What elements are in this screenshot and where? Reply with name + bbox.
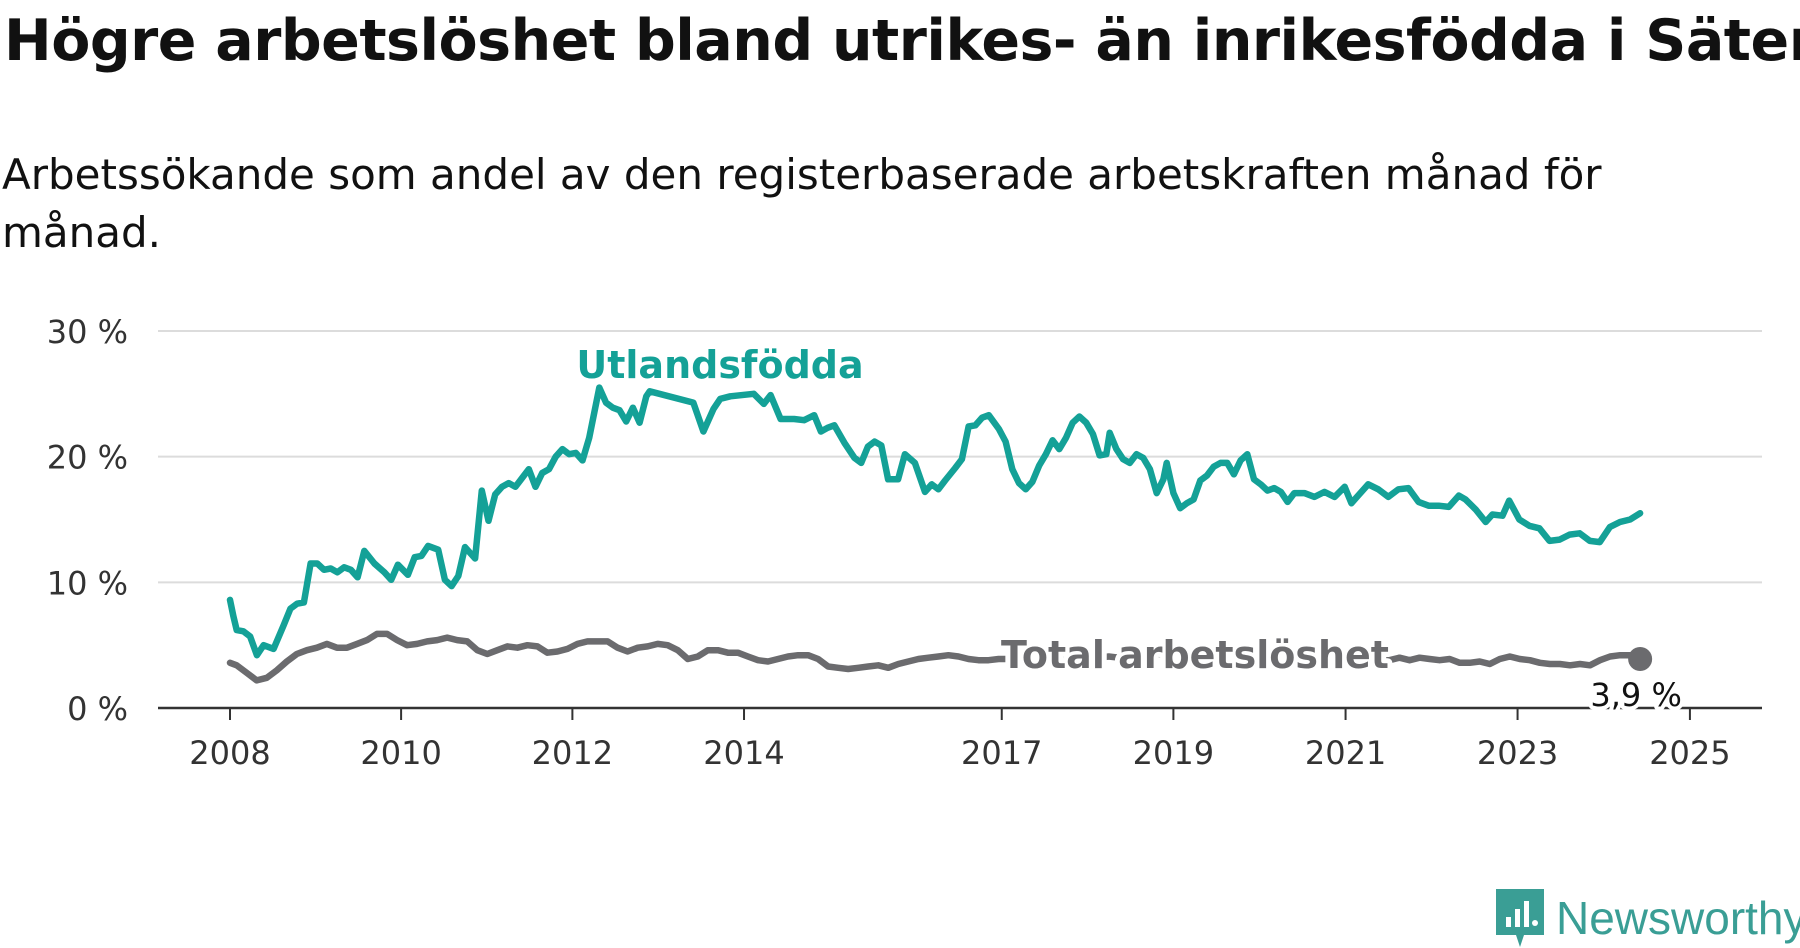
chart-subtitle: Arbetssökande som andel av den registerb…: [2, 150, 1602, 257]
brand-logo: Newsworthy: [1496, 888, 1800, 948]
x-axis: 2008 2010 2012 2014 2017 2019 2021 2023 2025: [158, 706, 1762, 772]
series-label: Total arbetslöshet: [1001, 633, 1389, 677]
series-line-0: [226, 384, 1644, 659]
brand-name: Newsworthy: [1556, 892, 1800, 944]
x-tick-label: 2023: [1477, 734, 1558, 772]
series-label: Utlandsfödda: [576, 343, 863, 387]
series-label-halo: Utlandsfödda: [576, 343, 863, 387]
x-tick-label: 2014: [703, 734, 784, 772]
y-tick-label: 10 %: [47, 564, 128, 602]
series-lines: [226, 384, 1644, 684]
line-chart: 0 % 10 % 20 % 30 % 2008 2010 2012 2014 2017 2019…: [47, 313, 1762, 772]
x-tick-label: 2017: [961, 734, 1042, 772]
end-value-label: 3,9 %: [1590, 676, 1681, 714]
x-tick-label: 2008: [189, 734, 270, 772]
series-label-halo: Total arbetslöshet: [1001, 633, 1389, 677]
y-tick-label: 20 %: [47, 439, 128, 477]
x-tick-label: 2025: [1649, 734, 1730, 772]
x-tick-label: 2010: [360, 734, 441, 772]
y-tick-labels: 0 % 10 % 20 % 30 %: [47, 313, 128, 728]
x-tick-label: 2021: [1305, 734, 1386, 772]
newsworthy-logo-icon: [1496, 889, 1544, 947]
end-value-halo: 3,9 %: [1590, 676, 1681, 714]
end-dot: [1628, 646, 1653, 671]
x-tick-label: 2019: [1133, 734, 1214, 772]
chart-title: Högre arbetslöshet bland utrikes- än inr…: [4, 8, 1800, 74]
x-tick-label: 2012: [532, 734, 613, 772]
series-line-1: [226, 630, 1644, 684]
y-tick-label: 0 %: [67, 690, 128, 728]
y-tick-label: 30 %: [47, 313, 128, 351]
